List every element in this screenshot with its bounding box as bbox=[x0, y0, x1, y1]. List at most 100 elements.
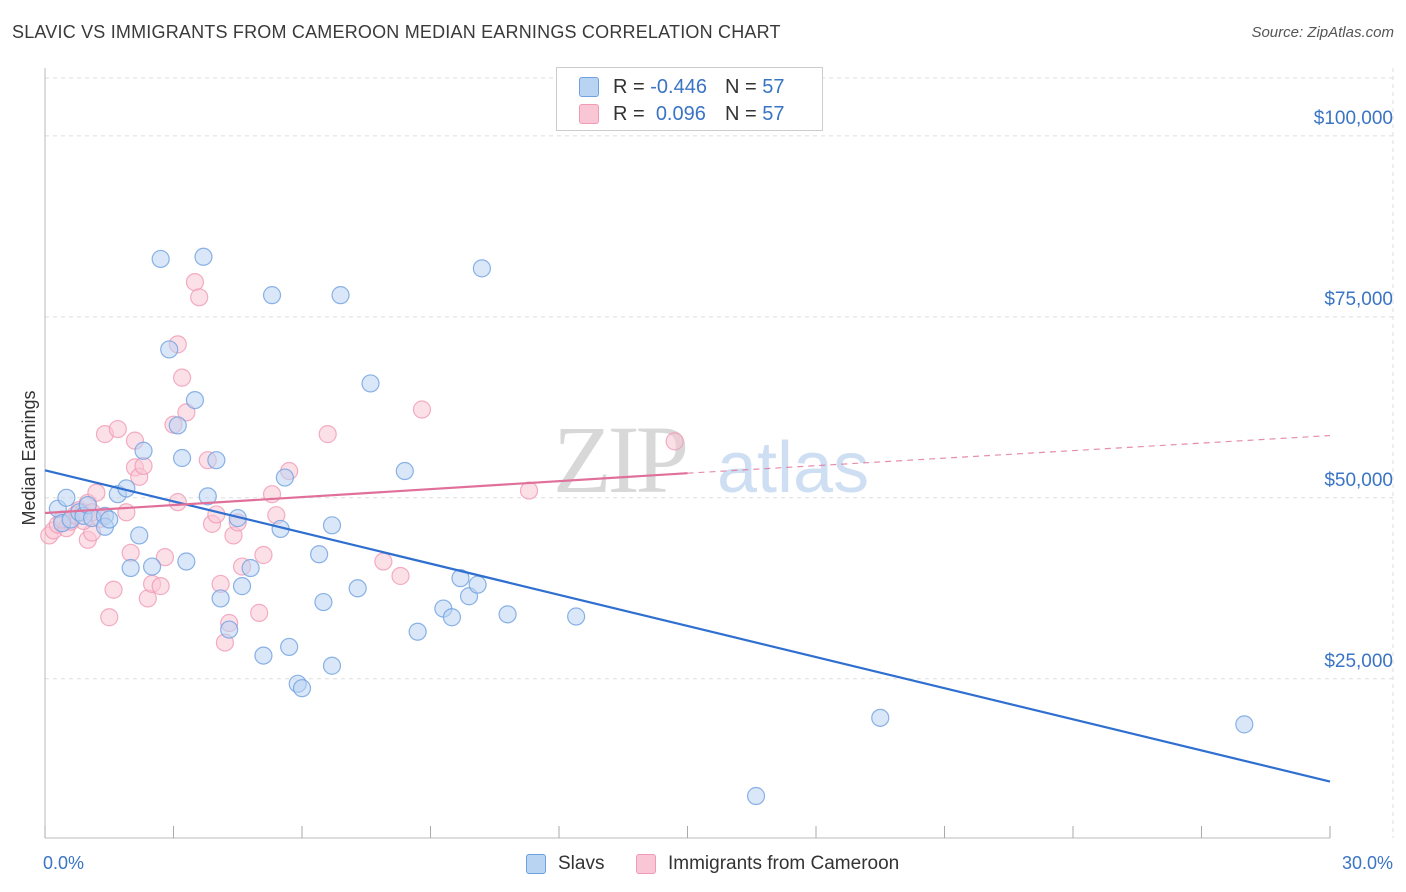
bottom-legend-slavs: Slavs bbox=[526, 852, 604, 876]
cameroon-point bbox=[151, 577, 170, 596]
slavs-point bbox=[322, 656, 342, 675]
legend-row-slavs: R = -0.446 N = 57 bbox=[579, 74, 785, 100]
trend-lines bbox=[44, 434, 1331, 783]
slavs-point bbox=[57, 488, 76, 507]
y-axis-label: Median Earnings bbox=[19, 390, 39, 525]
slavs-point bbox=[220, 620, 239, 639]
y-tick-label: $100,000 bbox=[1314, 108, 1393, 129]
slavs-point bbox=[130, 526, 149, 545]
watermark-zip: ZIP bbox=[553, 406, 686, 513]
slavs-point bbox=[567, 607, 586, 626]
slavs-point bbox=[177, 552, 196, 571]
tick-labels: $25,000 $50,000 $75,000 $100,000 0.0% 30.0% bbox=[43, 108, 1393, 873]
y-tick-label: $25,000 bbox=[1324, 651, 1393, 672]
cameroon-point bbox=[391, 566, 410, 586]
cameroon-point bbox=[121, 543, 140, 562]
y-tick-label: $50,000 bbox=[1324, 470, 1393, 491]
legend-n-label: N = bbox=[725, 102, 757, 125]
watermark: ZIP atlas bbox=[553, 406, 869, 513]
legend-swatch-slavs bbox=[579, 77, 599, 97]
cameroon-point bbox=[104, 580, 123, 599]
slavs-point bbox=[408, 622, 427, 641]
slavs-point bbox=[151, 249, 170, 269]
slavs-point bbox=[280, 637, 299, 657]
slavs-point bbox=[746, 786, 766, 806]
cameroon-point bbox=[172, 368, 192, 387]
slavs-point bbox=[395, 461, 414, 481]
slavs-point bbox=[254, 646, 273, 665]
cameroon-point bbox=[519, 481, 539, 500]
cameroon-point bbox=[250, 603, 269, 622]
slavs-point bbox=[472, 259, 491, 278]
bottom-legend-cameroon: Immigrants from Cameroon bbox=[636, 852, 899, 876]
slavs-point bbox=[168, 416, 187, 435]
cameroon-point bbox=[665, 432, 684, 451]
legend-r-value: -0.446 bbox=[650, 75, 707, 98]
cameroon-trend-line-dashed bbox=[687, 434, 1331, 474]
legend-n-value: 57 bbox=[762, 102, 785, 125]
slavs-point bbox=[498, 605, 517, 624]
slavs-point bbox=[211, 589, 230, 608]
slavs-point bbox=[451, 569, 470, 588]
cameroon-point bbox=[254, 545, 273, 565]
legend-row-cameroon: R = 0.096 N = 57 bbox=[579, 101, 785, 127]
slavs-point bbox=[172, 448, 192, 468]
cameroon-point bbox=[87, 483, 106, 502]
cameroon-point bbox=[177, 403, 196, 422]
slavs-point bbox=[292, 679, 312, 698]
legend-n-value: 57 bbox=[762, 75, 785, 98]
bottom-legend-label-cameroon: Immigrants from Cameroon bbox=[668, 853, 900, 874]
slavs-point bbox=[121, 558, 140, 578]
slavs-point bbox=[871, 708, 890, 727]
legend-r-label: R = bbox=[613, 102, 645, 125]
legend-r-label: R = bbox=[613, 75, 645, 98]
slavs-trend-line bbox=[44, 469, 1331, 783]
slavs-point bbox=[468, 575, 487, 594]
slavs-point bbox=[232, 577, 252, 596]
slavs-point bbox=[241, 558, 260, 578]
cameroon-point bbox=[412, 400, 432, 419]
legend-r-value: 0.096 bbox=[655, 102, 706, 125]
bottom-legend-swatch-cameroon bbox=[636, 854, 656, 874]
slavs-point bbox=[134, 441, 153, 460]
x-tick-label: 0.0% bbox=[43, 853, 84, 873]
legend-n-label: N = bbox=[725, 75, 757, 98]
cameroon-point bbox=[155, 548, 175, 567]
cameroon-point bbox=[117, 503, 136, 522]
chart-title: SLAVIC VS IMMIGRANTS FROM CAMEROON MEDIA… bbox=[12, 22, 781, 42]
cameroon-point bbox=[185, 273, 205, 292]
cameroon-point bbox=[318, 425, 337, 444]
slavs-point bbox=[322, 516, 342, 535]
bottom-legend-label-slavs: Slavs bbox=[558, 853, 605, 874]
slavs-point bbox=[262, 286, 282, 305]
series-slavs-points bbox=[48, 247, 1254, 806]
slavs-point bbox=[314, 592, 333, 612]
axes bbox=[44, 68, 1331, 839]
watermark-atlas: atlas bbox=[717, 428, 869, 508]
cameroon-point bbox=[207, 505, 226, 524]
cameroon-point bbox=[374, 552, 393, 571]
slavs-point bbox=[142, 557, 162, 576]
slavs-point bbox=[1235, 715, 1254, 734]
slavs-point bbox=[207, 451, 226, 470]
bottom-legend-swatch-slavs bbox=[526, 854, 546, 874]
slavs-point bbox=[185, 390, 205, 410]
slavs-point bbox=[275, 468, 294, 487]
x-tick-label: 30.0% bbox=[1342, 853, 1393, 873]
slavs-point bbox=[310, 545, 329, 564]
cameroon-point bbox=[190, 288, 209, 307]
cameroon-point bbox=[100, 608, 119, 627]
cameroon-point bbox=[108, 419, 127, 439]
source-label: Source: ZipAtlas.com bbox=[1251, 24, 1394, 41]
slavs-point bbox=[442, 608, 462, 627]
slavs-point bbox=[194, 247, 213, 266]
slavs-point bbox=[160, 340, 179, 359]
legend-swatch-cameroon bbox=[579, 104, 599, 124]
slavs-point bbox=[331, 286, 350, 305]
cameroon-point bbox=[134, 456, 153, 476]
cameroon-trend-line bbox=[44, 472, 688, 515]
slavs-point bbox=[361, 374, 380, 393]
stats-legend: R = -0.446 N = 57 R = 0.096 N = 57 bbox=[556, 67, 823, 131]
slavs-point bbox=[100, 510, 119, 529]
